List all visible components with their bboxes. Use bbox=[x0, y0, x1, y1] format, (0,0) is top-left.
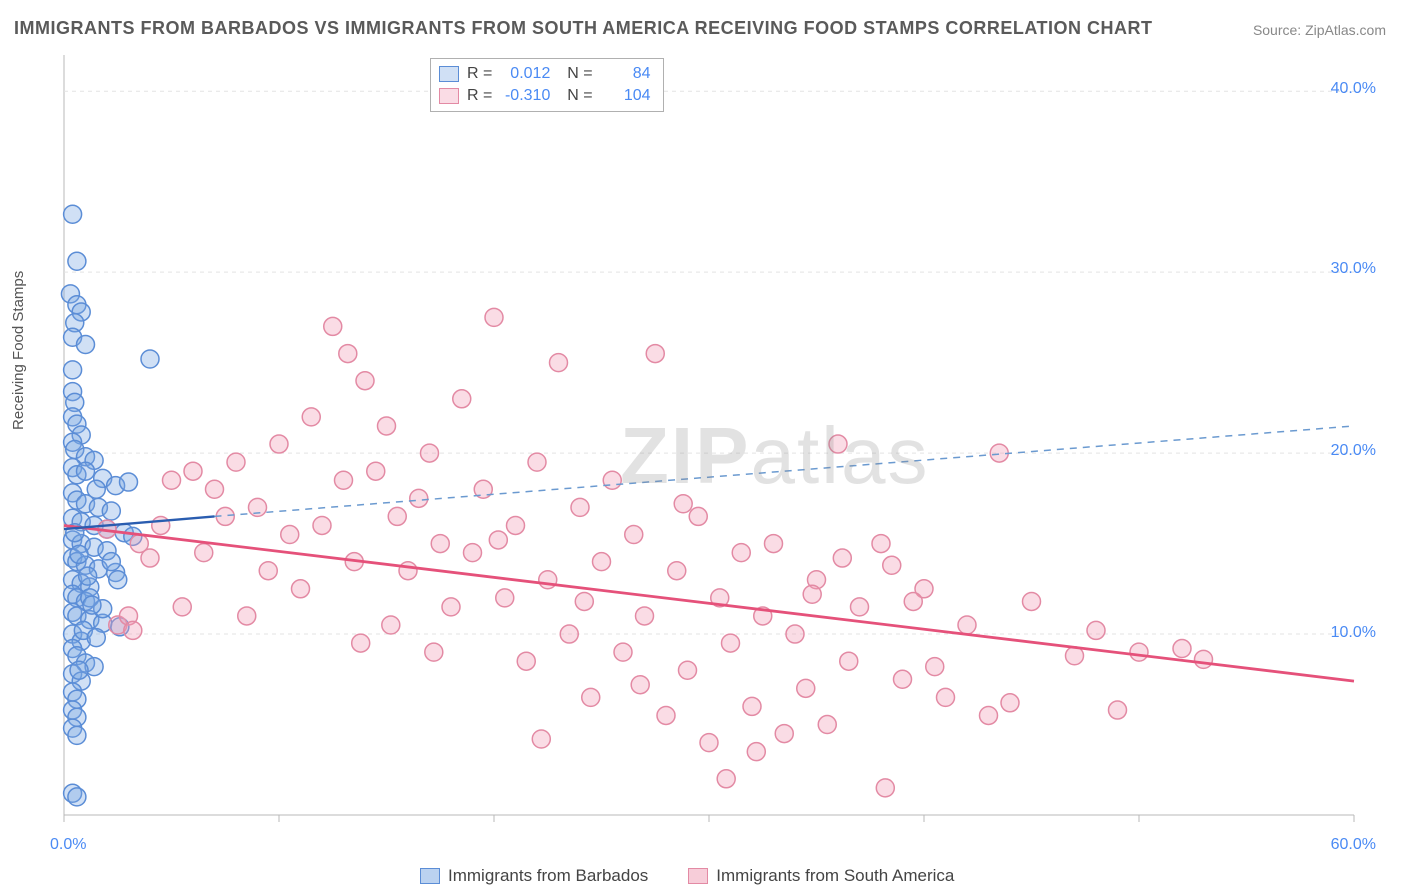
stat-r-value-1: 0.012 bbox=[500, 63, 550, 85]
chart-title: IMMIGRANTS FROM BARBADOS VS IMMIGRANTS F… bbox=[14, 18, 1152, 39]
legend-item-1: Immigrants from Barbados bbox=[420, 866, 648, 886]
chart-svg bbox=[50, 55, 1370, 835]
swatch-series-2 bbox=[439, 88, 459, 104]
stats-row-series-2: R = -0.310 N = 104 bbox=[439, 85, 651, 107]
x-tick-0: 0.0% bbox=[50, 836, 86, 854]
bottom-legend: Immigrants from Barbados Immigrants from… bbox=[420, 866, 954, 886]
correlation-stats-box: R = 0.012 N = 84 R = -0.310 N = 104 bbox=[430, 58, 664, 112]
legend-label-2: Immigrants from South America bbox=[716, 866, 954, 886]
y-tick-30: 30.0% bbox=[1331, 260, 1376, 278]
source-attribution: Source: ZipAtlas.com bbox=[1253, 22, 1386, 38]
stat-r-label: R = bbox=[467, 63, 492, 85]
legend-swatch-2 bbox=[688, 868, 708, 884]
y-tick-40: 40.0% bbox=[1331, 80, 1376, 98]
legend-item-2: Immigrants from South America bbox=[688, 866, 954, 886]
legend-swatch-1 bbox=[420, 868, 440, 884]
legend-label-1: Immigrants from Barbados bbox=[448, 866, 648, 886]
swatch-series-1 bbox=[439, 66, 459, 82]
stat-n-label: N = bbox=[558, 63, 592, 85]
scatter-chart bbox=[50, 55, 1370, 835]
stat-n-value-1: 84 bbox=[601, 63, 651, 85]
stat-n-label: N = bbox=[558, 85, 592, 107]
y-tick-10: 10.0% bbox=[1331, 624, 1376, 642]
stat-n-value-2: 104 bbox=[601, 85, 651, 107]
stat-r-value-2: -0.310 bbox=[500, 85, 550, 107]
y-axis-label: Receiving Food Stamps bbox=[10, 271, 27, 430]
stat-r-label: R = bbox=[467, 85, 492, 107]
x-tick-60: 60.0% bbox=[1331, 836, 1376, 854]
y-tick-20: 20.0% bbox=[1331, 442, 1376, 460]
stats-row-series-1: R = 0.012 N = 84 bbox=[439, 63, 651, 85]
